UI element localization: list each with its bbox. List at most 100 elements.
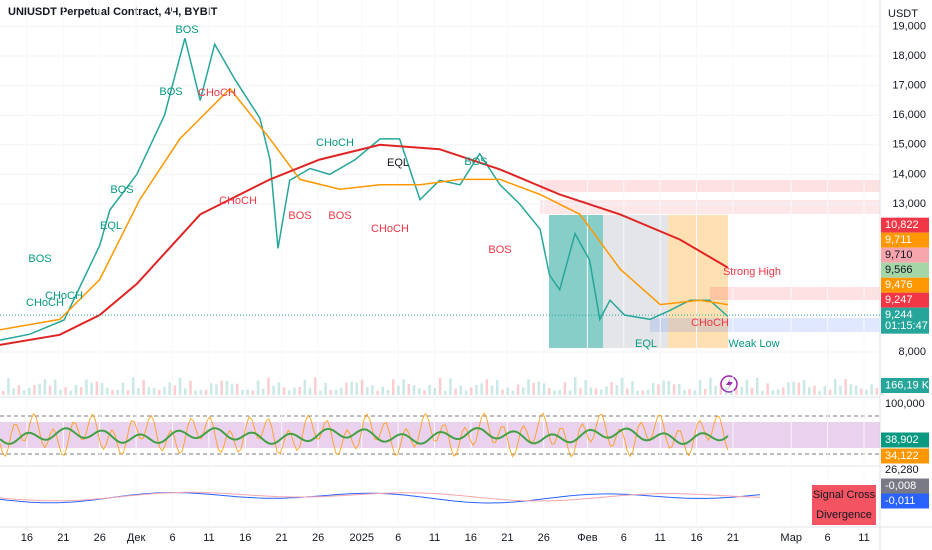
volume-bar — [709, 377, 712, 395]
volume-bar — [246, 389, 249, 395]
volume-bar — [454, 388, 457, 395]
volume-bar — [626, 388, 629, 395]
volume-bar — [813, 385, 816, 395]
price-label: 9,710 — [885, 249, 913, 261]
annotation: EQL — [635, 338, 657, 350]
volume-bar — [319, 390, 322, 395]
volume-bar — [542, 383, 546, 395]
volume-bar — [574, 377, 577, 395]
volume-label-box — [881, 378, 929, 393]
volume-bar — [225, 380, 229, 395]
annotation: BOS — [175, 24, 198, 36]
zone — [668, 215, 728, 348]
volume-bar — [100, 383, 104, 395]
annotation: Weak Low — [728, 338, 779, 350]
volume-bar — [600, 389, 603, 395]
x-tick-label: Дек — [127, 532, 146, 544]
volume-bar — [740, 386, 743, 395]
volume-bar — [527, 379, 530, 395]
annotation: BOS — [110, 184, 133, 196]
volume-bar — [511, 390, 515, 395]
volume-bar — [69, 390, 73, 395]
volume-bar — [605, 386, 608, 395]
price-label: 9,566 — [885, 264, 913, 276]
x-tick-label: 2025 — [350, 532, 374, 544]
volume-bar — [407, 383, 411, 395]
volume-bar — [490, 385, 494, 395]
indicator-label-box — [881, 478, 929, 494]
volume-bar — [236, 383, 239, 395]
volume-bar — [17, 385, 21, 395]
x-tick-label: Мар — [780, 532, 802, 544]
volume-bar — [865, 389, 868, 395]
volume-bar — [683, 389, 686, 395]
rsi-line — [0, 427, 729, 446]
volume-bar — [210, 383, 213, 395]
y-tick-label: 14,000 — [892, 168, 926, 180]
x-tick-label: 16 — [690, 532, 702, 544]
x-tick-label: 26 — [312, 532, 324, 544]
volume-bar — [464, 390, 468, 395]
volume-bar — [350, 381, 353, 395]
annotation: CHoCH — [371, 223, 409, 235]
volume-bar — [85, 379, 88, 395]
volume-bar — [137, 388, 140, 395]
volume-bar — [324, 382, 327, 395]
volume-bar — [792, 381, 795, 395]
volume-bar — [314, 377, 317, 395]
volume-bar — [735, 387, 738, 395]
volume-bar — [64, 387, 67, 395]
volume-bar — [548, 387, 551, 395]
volume-bar — [28, 387, 31, 395]
volume-bar — [662, 380, 665, 395]
moving-average — [0, 87, 729, 331]
volume-bar — [59, 389, 62, 395]
volume-bar — [787, 382, 790, 395]
volume-bar — [262, 388, 265, 395]
price-label: 9,244 — [885, 309, 913, 321]
x-tick-label: 6 — [169, 532, 175, 544]
indicator-label: 26,280 — [885, 464, 919, 476]
annotation: Strong High — [723, 266, 781, 278]
volume-bar — [282, 387, 286, 395]
volume-bar — [532, 382, 535, 395]
signal-label: Divergence — [816, 509, 872, 521]
price-line — [0, 38, 729, 341]
annotation: BOS — [328, 210, 351, 222]
volume-bar — [178, 377, 182, 395]
volume-bar — [667, 380, 671, 395]
volume-bar — [776, 389, 780, 395]
volume-bar — [95, 381, 99, 395]
volume-bar — [860, 388, 863, 395]
volume-bar — [106, 387, 109, 395]
volume-bar — [272, 385, 275, 395]
volume-bar — [579, 388, 582, 395]
volume-bar — [412, 385, 416, 395]
price-label-box — [881, 217, 929, 233]
volume-bar — [288, 390, 291, 395]
annotation: CHoCH — [316, 137, 354, 149]
x-tick-label: 6 — [621, 532, 627, 544]
volume-bar — [116, 389, 119, 395]
annotation: EQL — [387, 157, 409, 169]
price-label: 9,711 — [885, 234, 912, 246]
annotation: CHoCH — [45, 290, 83, 302]
zone — [603, 215, 668, 348]
volume-bar — [652, 382, 655, 395]
x-tick-label: 21 — [501, 532, 513, 544]
volume-bar — [371, 385, 374, 395]
volume-bar — [90, 382, 93, 395]
price-label-box — [881, 307, 929, 334]
volume-bar — [438, 377, 442, 395]
volume-bar — [475, 384, 478, 395]
indicator-label-box — [881, 432, 929, 448]
volume-bar — [43, 379, 47, 395]
volume-bar — [636, 390, 639, 395]
alert-icon[interactable] — [720, 375, 738, 393]
volume-bar — [823, 386, 827, 395]
volume-bar — [241, 389, 244, 395]
volume-bar — [750, 387, 754, 395]
volume-bar — [782, 387, 785, 395]
volume-bar — [756, 377, 759, 395]
annotation: EQL — [100, 220, 122, 232]
